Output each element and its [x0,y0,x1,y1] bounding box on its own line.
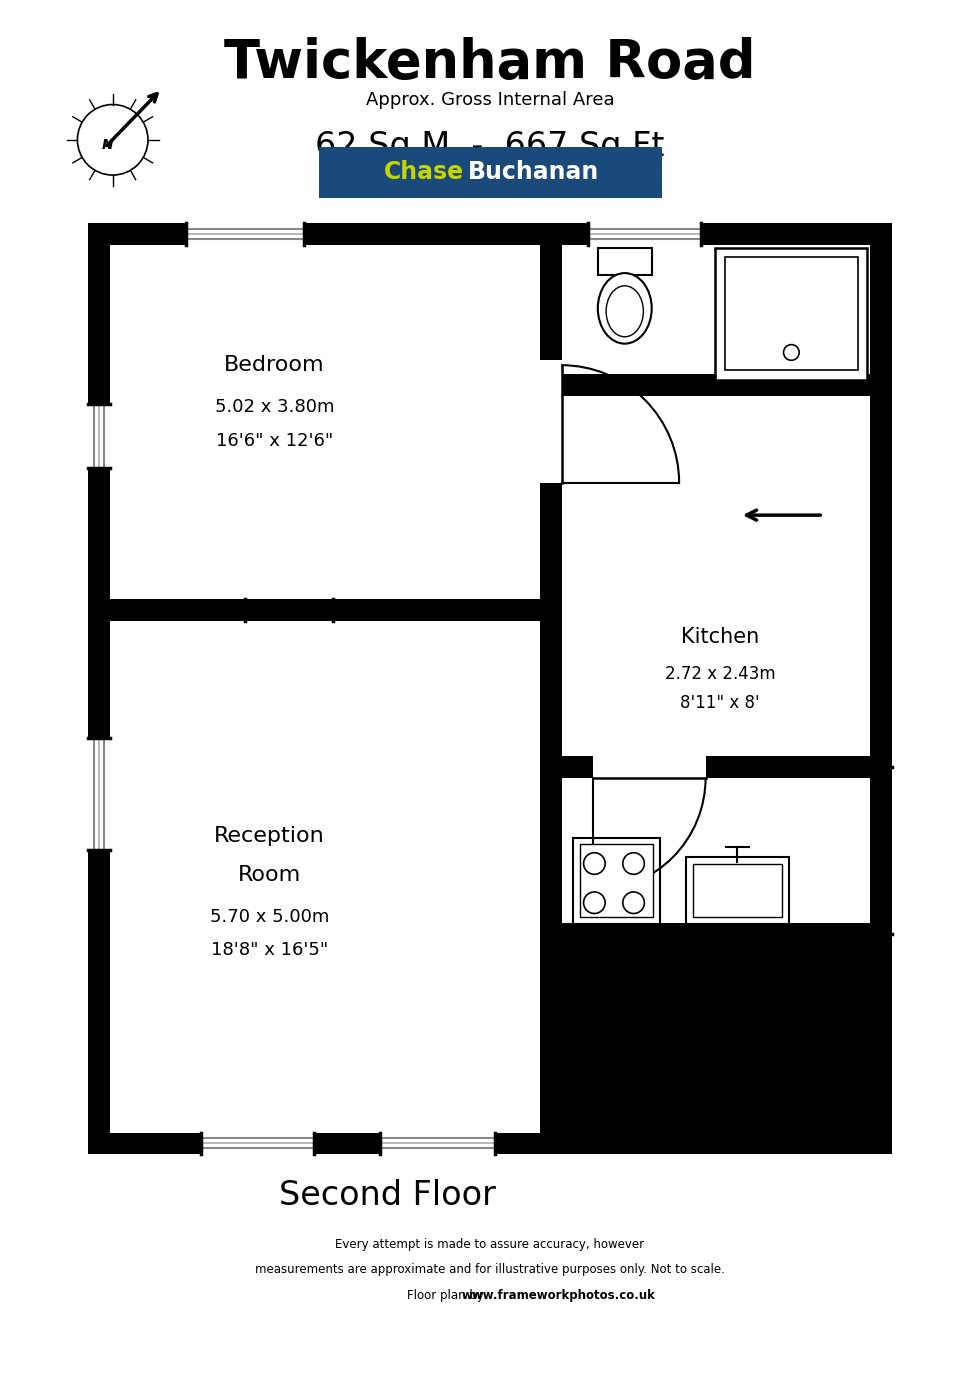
Bar [540,922,892,945]
Text: Room: Room [238,865,301,885]
Bar [598,248,652,275]
Text: Kitchen: Kitchen [681,627,760,646]
Bar [580,845,653,917]
Bar [562,395,881,599]
Text: N: N [102,137,114,151]
Bar [573,838,660,924]
Text: Second Floor: Second Floor [278,1179,496,1212]
Text: Twickenham Road: Twickenham Road [224,37,756,89]
Text: Buchanan: Buchanan [467,160,599,184]
Text: 5.70 x 5.00m: 5.70 x 5.00m [210,908,329,927]
Ellipse shape [598,273,652,344]
Text: Reception: Reception [214,825,325,846]
Text: 18'8" x 16'5": 18'8" x 16'5" [211,942,328,960]
Bar [88,599,562,621]
Bar [562,767,881,922]
Bar [86,405,112,467]
Bar [86,738,112,850]
Bar [318,147,662,197]
Text: 62 Sq M  -  667 Sq Ft: 62 Sq M - 667 Sq Ft [316,130,664,164]
Text: Chase: Chase [384,160,465,184]
Text: measurements are approximate and for illustrative purposes only. Not to scale.: measurements are approximate and for ill… [255,1264,725,1276]
Text: 16'6" x 12'6": 16'6" x 12'6" [216,431,333,449]
Bar [540,223,562,610]
Text: Approx. Gross Internal Area: Approx. Gross Internal Area [366,90,614,108]
Text: Every attempt is made to assure accuracy, however: Every attempt is made to assure accuracy… [335,1237,645,1251]
Bar [593,756,706,778]
Text: Floor plan by: Floor plan by [408,1289,484,1302]
Bar [870,223,892,1154]
Bar [88,223,892,244]
Bar [110,244,540,599]
Text: Bedroom: Bedroom [224,355,324,376]
Bar [201,1130,314,1155]
Bar [540,922,892,1154]
Bar [686,857,789,924]
Bar [539,361,563,483]
Bar [186,221,304,247]
Text: 2.72 x 2.43m: 2.72 x 2.43m [665,664,775,682]
Bar [110,621,540,1133]
Bar [588,221,701,247]
Ellipse shape [606,286,644,337]
Text: www.frameworkphotos.co.uk: www.frameworkphotos.co.uk [462,1289,656,1302]
Text: 8'11" x 8': 8'11" x 8' [680,695,760,713]
Bar [540,384,562,933]
Bar [598,248,652,275]
Bar [715,248,867,380]
Bar [88,1133,562,1154]
Bar [540,756,892,778]
Bar [540,374,892,395]
Bar [562,234,881,374]
Bar [725,258,858,370]
Bar [380,1130,495,1155]
Bar [598,248,652,275]
Text: 5.02 x 3.80m: 5.02 x 3.80m [215,398,334,416]
Bar [88,223,110,1154]
Bar [693,864,782,917]
Bar [562,395,881,756]
